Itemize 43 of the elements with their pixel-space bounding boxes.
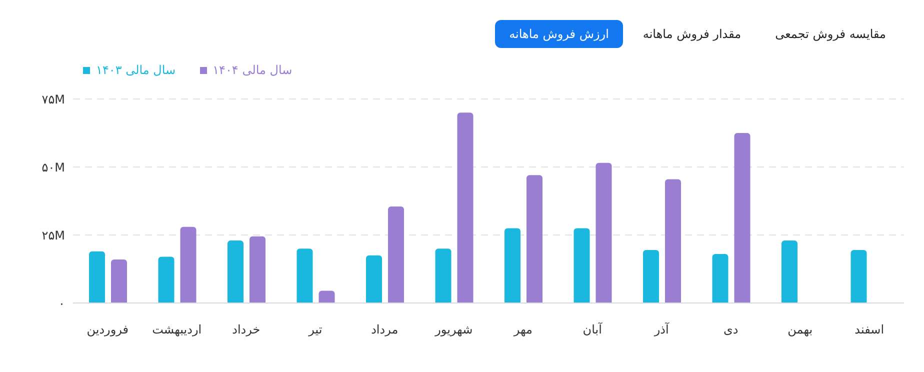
bar <box>111 259 127 303</box>
bar <box>782 240 798 303</box>
bar <box>526 175 542 303</box>
text: ارزش فروش ماهانه <box>495 20 623 48</box>
bar <box>712 254 728 303</box>
x-tick-label: بهمن <box>788 322 813 337</box>
bar <box>318 290 335 303</box>
bar <box>388 206 404 303</box>
y-tick-label: ۷۵M <box>42 92 65 106</box>
bar <box>158 256 174 303</box>
bar <box>734 133 750 303</box>
bar <box>850 250 867 303</box>
bar <box>296 248 313 303</box>
x-tick-label: مرداد <box>371 322 398 337</box>
bar <box>180 226 196 303</box>
bar <box>366 255 382 303</box>
bar <box>89 251 105 303</box>
legend-label: سال مالی ۱۴۰۳ <box>96 63 176 77</box>
x-tick-label: شهریور <box>434 322 473 337</box>
x-tick-label: تیر <box>308 322 322 337</box>
x-tick-label: آذر <box>653 322 670 337</box>
bar <box>250 236 266 303</box>
y-tick-label: ۵۰M <box>42 160 65 174</box>
y-tick-label: ۲۵M <box>42 228 65 242</box>
y-tick-label: ۰ <box>58 296 65 310</box>
bar <box>574 228 590 303</box>
x-tick-label: دی <box>724 322 738 337</box>
x-tick-label: اسفند <box>854 322 884 337</box>
x-tick-label: فروردین <box>86 322 129 337</box>
x-tick-label: اردیبهشت <box>152 322 202 337</box>
text: مقدار فروش ماهانه <box>642 26 742 43</box>
bar <box>596 162 612 303</box>
x-tick-label: خرداد <box>232 322 260 337</box>
bar <box>504 228 520 303</box>
legend-label: سال مالی ۱۴۰۴ <box>212 63 292 77</box>
x-tick-label: مهر <box>512 322 532 337</box>
text: مقایسه فروش تجمعی <box>774 26 887 43</box>
bar <box>643 250 659 303</box>
bar <box>228 240 244 303</box>
bar <box>457 112 474 303</box>
bar <box>665 179 681 303</box>
bar <box>435 248 452 303</box>
x-tick-label: آبان <box>582 322 603 337</box>
